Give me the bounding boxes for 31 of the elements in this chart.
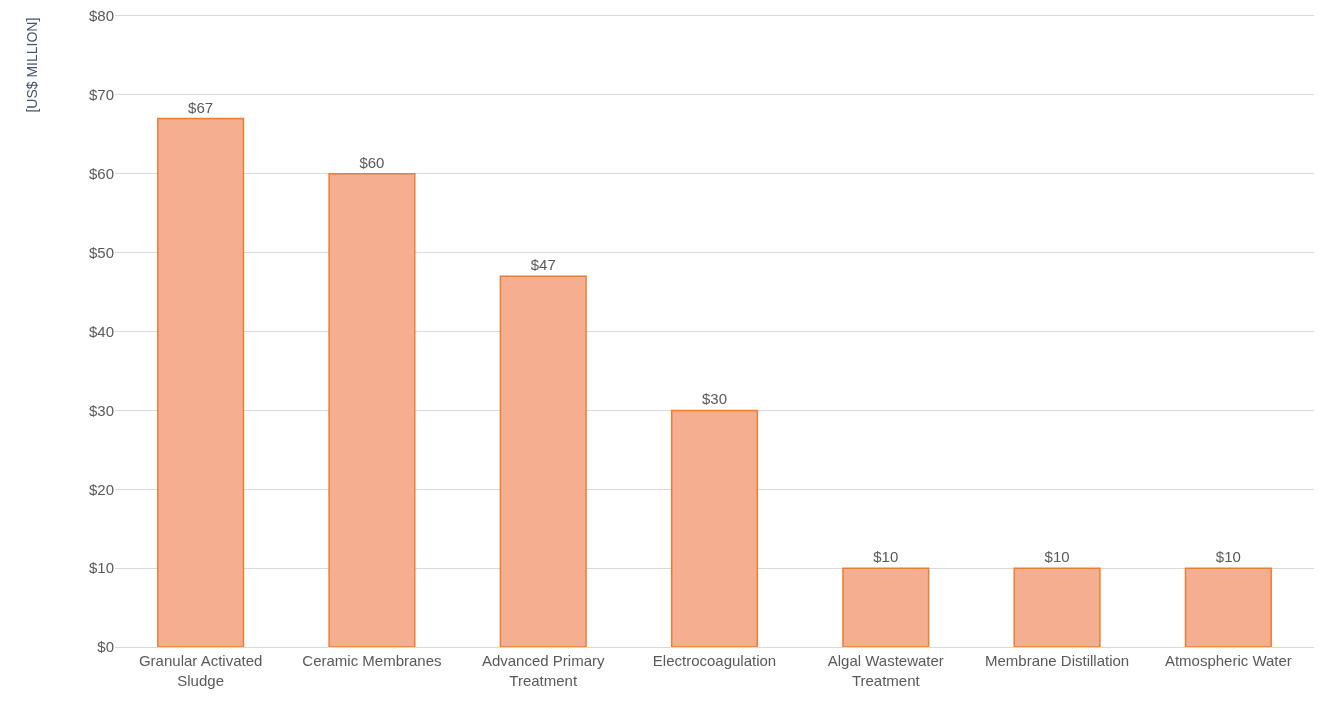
x-tick-label: Algal Wastewater Treatment [827, 652, 944, 689]
data-label: $67 [188, 98, 214, 116]
y-tick-label: $80 [88, 7, 114, 25]
x-tick-label: Membrane Distillation [984, 652, 1130, 669]
y-tick-label: $10 [88, 559, 114, 577]
bar [670, 409, 759, 647]
x-tick-label: Electrocoagulation [652, 652, 777, 669]
y-tick-label: $60 [88, 165, 114, 182]
y-tick-label: $20 [88, 480, 114, 498]
data-label: $30 [701, 390, 728, 408]
x-tick-label: Atmospheric Water [1164, 652, 1292, 669]
bar [499, 275, 587, 647]
data-label: $10 [1215, 548, 1241, 566]
data-label: $47 [530, 256, 556, 274]
data-label: $60 [359, 153, 385, 171]
bar [157, 117, 245, 647]
y-tick-label: $70 [88, 86, 114, 104]
x-tick-label: Granular Activated Sludge [138, 652, 263, 689]
bar [842, 567, 930, 647]
y-tick-label: $30 [88, 401, 114, 419]
bar [1013, 567, 1101, 647]
y-tick-label: $0 [97, 638, 114, 656]
bar [328, 173, 416, 647]
x-tick-label: Advanced Primary Treatment [481, 652, 605, 689]
y-tick-label: $40 [88, 322, 114, 340]
x-tick-label: Ceramic Membranes [302, 652, 442, 669]
y-axis-title: [US$ MILLION] [23, 17, 40, 113]
y-tick-label: $50 [88, 243, 114, 261]
bar [1184, 567, 1272, 647]
data-label: $10 [873, 548, 899, 566]
data-label: $10 [1044, 548, 1070, 566]
